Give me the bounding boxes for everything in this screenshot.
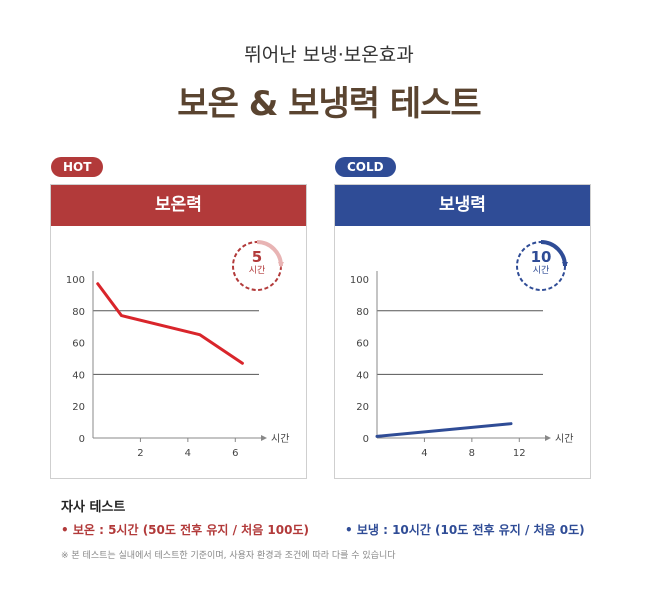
page-subtitle: 뛰어난 보냉·보온효과 [244,44,414,66]
cold-y-tick-label: 20 [356,402,369,413]
cold-x-tick-label: 12 [513,448,526,459]
cold-x-tick-label: 8 [469,448,475,459]
cold-y-tick-label: 0 [363,434,369,445]
hot-chart: 0 20 40 60 80 100 2 4 6 시간 [66,271,289,459]
cold-x-tick-label: 4 [421,448,427,459]
hot-card-header: 보온력 [51,185,306,226]
hot-badge-unit: 시간 [248,266,266,276]
hot-x-tick-label: 4 [185,448,191,459]
cold-legend: • 보냉 : 10시간 (10도 전후 유지 / 처음 0도) [345,523,585,537]
hot-y-tick-label: 80 [72,307,85,318]
cold-timer-badge: 10 시간 [513,238,569,294]
cold-badge-unit: 시간 [532,266,550,276]
hot-x-tick-label: 6 [232,448,238,459]
cold-y-tick-label: 60 [356,339,369,350]
cold-card: 보냉력 0 20 40 60 80 100 4 8 12 시간 10 시간 [334,184,591,479]
hot-badge-number: 5 [251,248,263,266]
cold-y-tick-label: 80 [356,307,369,318]
page-title: 보온 & 보냉력 테스트 [177,84,481,124]
hot-tag: HOT [51,157,104,177]
cold-card-header: 보냉력 [335,185,590,226]
hot-legend: • 보온 : 5시간 (50도 전후 유지 / 처음 100도) [61,523,309,537]
timer-ring-icon [516,240,568,291]
footer-title: 자사 테스트 [61,500,126,515]
timer-ring-icon [232,240,284,291]
footnote: ※ 본 테스트는 실내에서 테스트한 기준이며, 사용자 환경과 조건에 따라 … [61,551,396,561]
hot-timer-badge: 5 시간 [229,238,285,294]
cold-badge-number: 10 [530,248,552,266]
hot-card: 보온력 0 20 40 60 80 100 2 4 6 시간 5 시간 [50,184,307,479]
cold-chart: 0 20 40 60 80 100 4 8 12 시간 [350,271,573,459]
hot-y-tick-label: 100 [66,275,85,286]
cold-y-tick-label: 40 [356,370,369,381]
cold-tag: COLD [335,157,396,177]
hot-y-tick-label: 0 [79,434,85,445]
hot-x-arrow [261,435,267,441]
hot-y-tick-label: 20 [72,402,85,413]
hot-series-line [96,282,244,365]
hot-x-tick-label: 2 [137,448,143,459]
hot-y-tick-label: 40 [72,370,85,381]
hot-x-axis-label: 시간 [271,433,289,445]
cold-x-axis-label: 시간 [555,433,573,445]
cold-series-line [375,422,513,438]
cold-y-tick-label: 100 [350,275,369,286]
hot-y-tick-label: 60 [72,339,85,350]
cold-x-arrow [545,435,551,441]
